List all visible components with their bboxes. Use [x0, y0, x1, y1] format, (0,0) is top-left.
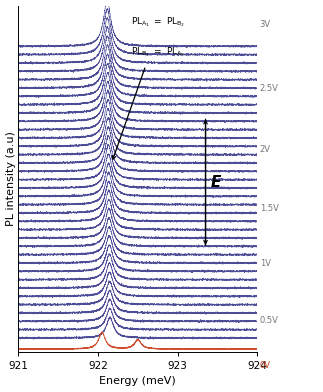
- Y-axis label: PL intensity (a.u): PL intensity (a.u): [5, 131, 16, 226]
- Text: 1.5V: 1.5V: [260, 204, 278, 212]
- Text: E: E: [210, 175, 221, 190]
- Text: $\mathrm{PL_{A_1}\ =\ PL_{B_2}}$: $\mathrm{PL_{A_1}\ =\ PL_{B_2}}$: [131, 16, 186, 29]
- X-axis label: Energy (meV): Energy (meV): [99, 376, 176, 387]
- Text: 3V: 3V: [260, 20, 271, 29]
- Text: 0.5V: 0.5V: [260, 316, 278, 325]
- Text: 1V: 1V: [260, 259, 271, 268]
- Text: 2V: 2V: [260, 145, 271, 154]
- Text: 2.5V: 2.5V: [260, 84, 278, 93]
- Text: 0V: 0V: [260, 361, 271, 370]
- Text: $\mathrm{PL_{B_1}\ =\ PL_{A_2}}$: $\mathrm{PL_{B_1}\ =\ PL_{A_2}}$: [131, 45, 186, 59]
